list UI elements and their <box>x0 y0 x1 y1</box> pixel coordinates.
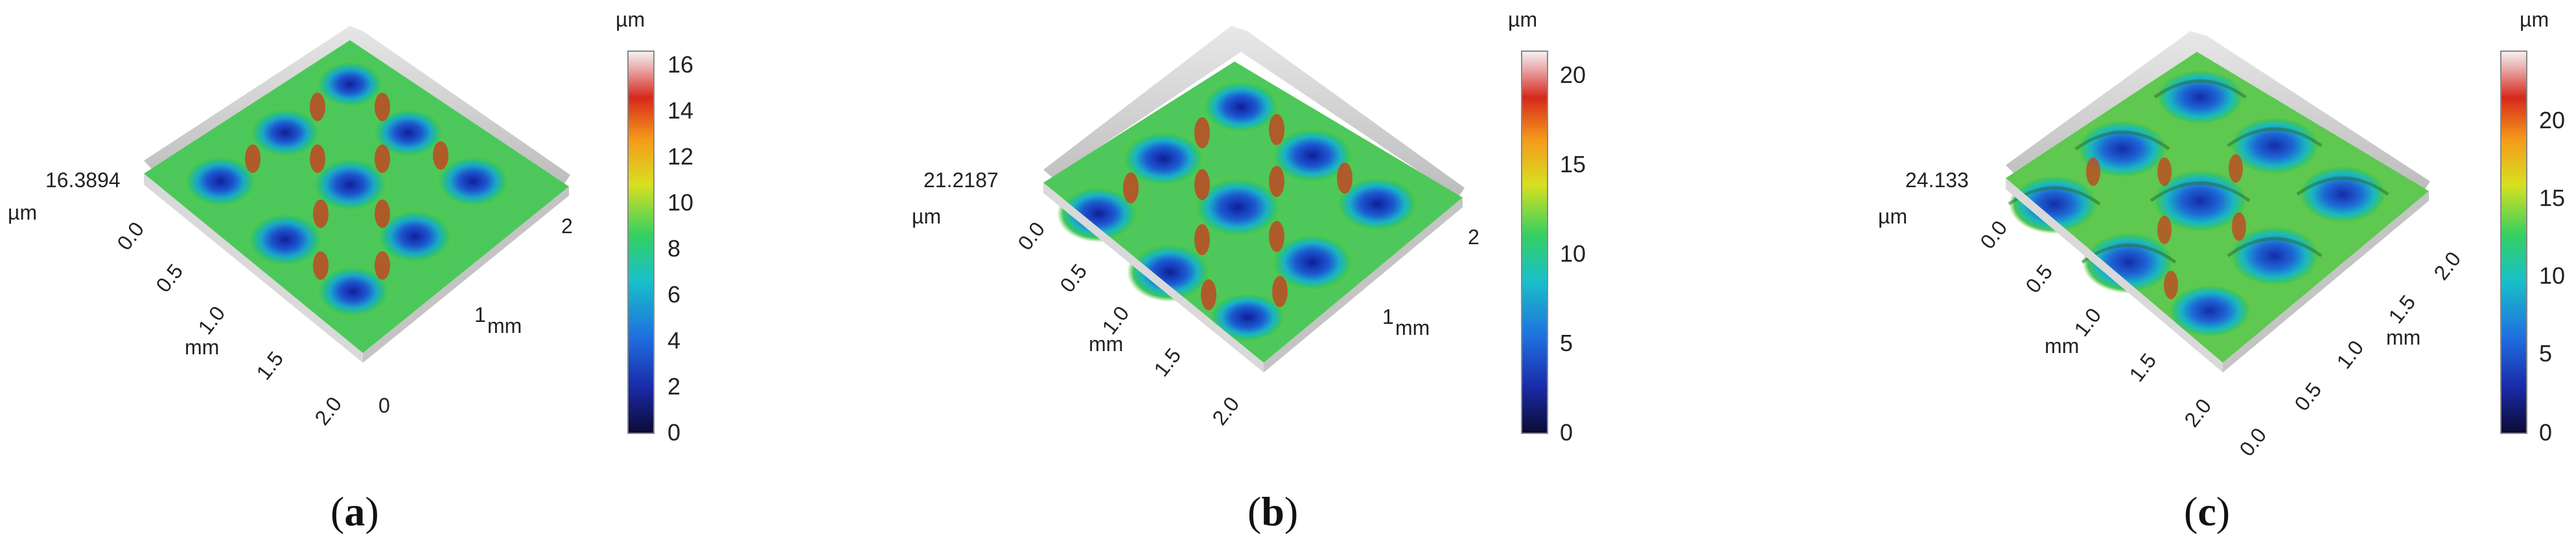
caption-letter: b <box>1261 488 1284 534</box>
peaks <box>2086 154 2246 299</box>
z-unit-label: µm <box>8 201 38 224</box>
colorbar-tick: 15 <box>1560 151 1586 177</box>
colorbar-unit: µm <box>616 8 645 31</box>
z-unit-label: µm <box>1878 205 1908 228</box>
right-axis-tick: 1 <box>1382 305 1394 328</box>
back-wall <box>144 26 570 185</box>
colorbar-tick: 15 <box>2539 185 2566 211</box>
colorbar-tick: 20 <box>1560 62 1586 88</box>
panel-c: 24.133 µm 0.0 0.5 1.0 1.5 2.0 mm 0.0 0.5… <box>1717 0 2576 559</box>
colorbar-tick: 6 <box>667 281 681 308</box>
right-axis-tick: 2 <box>1468 225 1479 249</box>
colorbar-tick: 12 <box>667 143 694 170</box>
colorbar-tick: 5 <box>1560 330 1573 356</box>
front-wall-left <box>144 174 363 363</box>
z-unit-label: µm <box>912 205 942 228</box>
surface-plot-b <box>1043 26 1465 372</box>
panel-caption: (c) <box>2184 488 2231 534</box>
front-wall-left <box>2006 178 2223 372</box>
back-wall <box>1043 26 1465 198</box>
colorbar-tick: 16 <box>667 51 694 78</box>
colorbar-tick: 14 <box>667 97 694 124</box>
colorbar-tick: 0 <box>1560 419 1573 446</box>
left-axis-unit: mm <box>185 336 220 359</box>
back-wall <box>2006 31 2430 191</box>
colorbar-tick: 10 <box>667 189 694 216</box>
dimples <box>1057 80 1420 343</box>
front-wall-right <box>1264 198 1463 372</box>
colorbar <box>1521 51 1548 434</box>
panel-a: 16.3894 µm 0.0 0.5 1.0 1.5 2.0 mm 0 1 2 … <box>0 0 859 559</box>
z-value-label: 24.133 <box>1905 168 1969 192</box>
front-wall-left <box>1043 183 1264 372</box>
caption-letter: c <box>2198 488 2216 534</box>
colorbar-tick: 4 <box>667 327 681 354</box>
peaks <box>245 93 448 280</box>
dimples <box>2009 69 2388 338</box>
colorbar-tick: 10 <box>2539 262 2566 289</box>
left-axis-unit: mm <box>1089 332 1124 356</box>
surface-plot-a <box>144 26 570 363</box>
colorbar-tick: 20 <box>2539 107 2566 133</box>
caption-letter: a <box>344 488 366 534</box>
left-axis-unit: mm <box>2045 334 2080 358</box>
panel-b: 21.2187 µm 0.0 0.5 1.0 1.5 2.0 mm 1 2 mm… <box>859 0 1717 559</box>
z-value-label: 21.2187 <box>923 168 999 192</box>
colorbar <box>2500 51 2527 434</box>
right-axis-tick: 0 <box>378 394 390 417</box>
colorbar-tick: 2 <box>667 373 681 400</box>
right-axis-unit: mm <box>1395 316 1430 339</box>
colorbar-tick: 8 <box>667 235 681 262</box>
panel-caption: (b) <box>1247 488 1299 534</box>
colorbar-tick: 10 <box>1560 240 1586 267</box>
colorbar <box>627 51 655 434</box>
colorbar-tick: 0 <box>667 419 681 446</box>
right-axis-unit: mm <box>487 314 522 337</box>
right-axis-unit: mm <box>2386 326 2421 349</box>
colorbar-unit: µm <box>2520 8 2549 31</box>
dimples <box>181 60 512 319</box>
colorbar-tick: 5 <box>2539 340 2553 367</box>
panel-caption: (a) <box>331 488 379 534</box>
colorbar-unit: µm <box>1508 8 1538 31</box>
front-wall-right <box>2223 191 2429 372</box>
right-axis-tick: 1 <box>474 303 486 326</box>
front-wall-right <box>363 187 569 363</box>
right-axis-tick: 2 <box>561 214 573 238</box>
colorbar-tick: 0 <box>2539 419 2553 446</box>
z-value-label: 16.3894 <box>45 168 121 192</box>
peaks <box>1123 114 1352 310</box>
surface-plot-c <box>2006 31 2430 372</box>
